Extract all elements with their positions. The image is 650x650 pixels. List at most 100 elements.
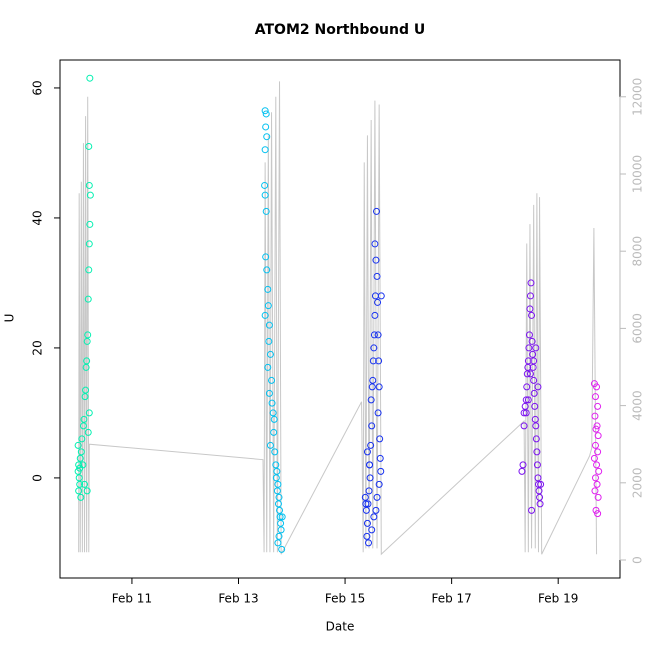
- point: [372, 256, 380, 264]
- point: [76, 454, 84, 462]
- point: [85, 181, 93, 189]
- point: [85, 240, 93, 248]
- point: [86, 74, 94, 82]
- point: [85, 409, 93, 417]
- point: [365, 539, 373, 547]
- point: [82, 363, 90, 371]
- point: [263, 133, 271, 141]
- point: [265, 337, 273, 345]
- point: [270, 415, 278, 423]
- y-tick-label: 60: [31, 80, 45, 95]
- point: [377, 292, 385, 300]
- point: [522, 409, 530, 417]
- point: [85, 266, 93, 274]
- point: [370, 331, 378, 339]
- point: [268, 376, 276, 384]
- point: [76, 480, 84, 488]
- point: [532, 435, 540, 443]
- point: [372, 207, 380, 215]
- point: [534, 383, 542, 391]
- point: [261, 181, 269, 189]
- point: [262, 123, 270, 131]
- point: [363, 448, 371, 456]
- point: [262, 253, 270, 261]
- point: [86, 191, 94, 199]
- point: [368, 383, 376, 391]
- point: [372, 506, 380, 514]
- point: [276, 506, 284, 514]
- point: [262, 110, 270, 118]
- point: [278, 545, 286, 553]
- point: [594, 510, 602, 518]
- point: [591, 393, 599, 401]
- point: [370, 513, 378, 521]
- point: [532, 344, 540, 352]
- point: [370, 344, 378, 352]
- point: [274, 480, 282, 488]
- point: [86, 220, 94, 228]
- point: [519, 461, 527, 469]
- point: [277, 526, 285, 534]
- point: [273, 487, 281, 495]
- y2-tick-label: 8000: [631, 236, 645, 267]
- point: [361, 493, 369, 501]
- point: [592, 425, 600, 433]
- point: [275, 493, 283, 501]
- point: [528, 337, 536, 345]
- point: [261, 146, 269, 154]
- point: [523, 383, 531, 391]
- point: [518, 467, 526, 475]
- point: [529, 350, 537, 358]
- point: [363, 519, 371, 527]
- point: [75, 487, 83, 495]
- chart-title: ATOM2 Northbound U: [255, 22, 425, 38]
- point: [81, 393, 89, 401]
- point: [526, 370, 534, 378]
- point: [85, 142, 93, 150]
- point: [520, 422, 528, 430]
- y2-tick-label: 12000: [631, 78, 645, 116]
- point: [77, 493, 85, 501]
- point: [593, 461, 601, 469]
- point: [377, 467, 385, 475]
- point: [527, 279, 535, 287]
- point: [268, 399, 276, 407]
- point: [520, 409, 528, 417]
- point: [373, 272, 381, 280]
- point: [84, 428, 92, 436]
- y2-tick-label: 6000: [631, 313, 645, 344]
- point: [525, 344, 533, 352]
- point: [84, 295, 92, 303]
- point: [368, 526, 376, 534]
- point: [371, 240, 379, 248]
- point: [528, 506, 536, 514]
- point: [524, 357, 532, 365]
- point: [522, 396, 530, 404]
- point: [362, 506, 370, 514]
- point: [368, 422, 376, 430]
- point: [261, 107, 269, 115]
- x-tick-label: Feb 17: [431, 592, 471, 606]
- point: [594, 402, 602, 410]
- point: [535, 487, 543, 495]
- point: [273, 467, 281, 475]
- point: [271, 448, 279, 456]
- point: [530, 389, 538, 397]
- point: [269, 409, 277, 417]
- point: [534, 474, 542, 482]
- point: [376, 454, 384, 462]
- y-tick-label: 0: [31, 474, 45, 482]
- point: [266, 441, 274, 449]
- point: [83, 337, 91, 345]
- point: [594, 432, 602, 440]
- point: [524, 396, 532, 404]
- point: [74, 441, 82, 449]
- point: [528, 311, 536, 319]
- point: [264, 302, 272, 310]
- point: [266, 350, 274, 358]
- point: [262, 207, 270, 215]
- point: [523, 370, 531, 378]
- point: [592, 506, 600, 514]
- point: [276, 513, 284, 521]
